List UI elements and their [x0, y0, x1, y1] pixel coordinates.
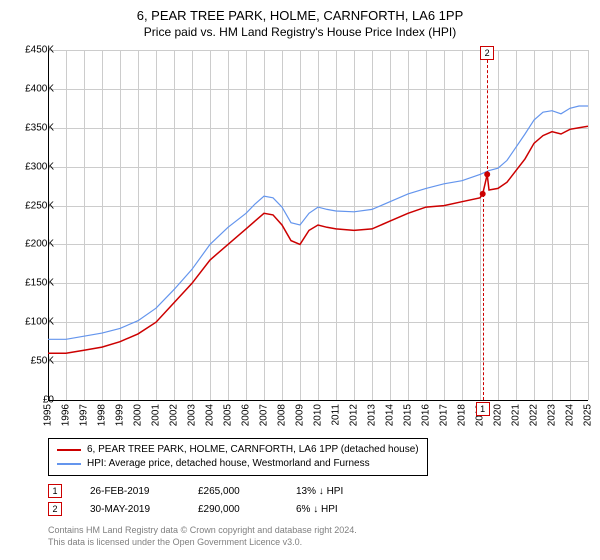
x-axis-label: 2008	[277, 404, 288, 426]
x-axis-label: 2020	[493, 404, 504, 426]
footer-line2: This data is licensed under the Open Gov…	[48, 536, 357, 548]
x-axis-label: 2002	[169, 404, 180, 426]
line-chart-svg	[48, 50, 588, 400]
chart-subtitle: Price paid vs. HM Land Registry's House …	[0, 23, 600, 39]
x-axis-label: 2003	[187, 404, 198, 426]
x-axis-label: 2007	[259, 404, 270, 426]
legend-label: 6, PEAR TREE PARK, HOLME, CARNFORTH, LA6…	[87, 443, 419, 457]
chart-title: 6, PEAR TREE PARK, HOLME, CARNFORTH, LA6…	[0, 0, 600, 23]
legend-row: HPI: Average price, detached house, West…	[57, 457, 419, 471]
x-axis-label: 2023	[547, 404, 558, 426]
footer-line1: Contains HM Land Registry data © Crown c…	[48, 524, 357, 536]
x-axis-label: 1995	[43, 404, 54, 426]
sale-date: 30-MAY-2019	[90, 504, 170, 515]
x-axis-label: 2017	[439, 404, 450, 426]
sale-marker-vline	[483, 194, 484, 400]
sale-price: £290,000	[198, 504, 268, 515]
sale-delta: 6% ↓ HPI	[296, 504, 338, 515]
sales-table: 1 26-FEB-2019 £265,000 13% ↓ HPI 2 30-MA…	[48, 482, 343, 518]
x-axis-label: 2001	[151, 404, 162, 426]
sale-price: £265,000	[198, 486, 268, 497]
series-line-hpi	[48, 106, 588, 339]
x-axis-label: 2012	[349, 404, 360, 426]
sale-marker-box: 1	[476, 402, 490, 416]
gridline-h	[48, 400, 588, 401]
x-axis-label: 2024	[565, 404, 576, 426]
x-axis-label: 1997	[79, 404, 90, 426]
x-axis-label: 2000	[133, 404, 144, 426]
x-axis-label: 2009	[295, 404, 306, 426]
x-axis-label: 2015	[403, 404, 414, 426]
sale-marker-vline	[487, 60, 488, 174]
x-axis-label: 2018	[457, 404, 468, 426]
footer-attribution: Contains HM Land Registry data © Crown c…	[48, 524, 357, 548]
x-axis-label: 2021	[511, 404, 522, 426]
x-axis-label: 2014	[385, 404, 396, 426]
chart-container: 6, PEAR TREE PARK, HOLME, CARNFORTH, LA6…	[0, 0, 600, 560]
x-axis-label: 2022	[529, 404, 540, 426]
x-axis-label: 1998	[97, 404, 108, 426]
x-axis-label: 2011	[331, 404, 342, 426]
sale-marker-icon: 1	[48, 484, 62, 498]
legend: 6, PEAR TREE PARK, HOLME, CARNFORTH, LA6…	[48, 438, 428, 476]
legend-label: HPI: Average price, detached house, West…	[87, 457, 370, 471]
x-axis-label: 2006	[241, 404, 252, 426]
x-axis-label: 2013	[367, 404, 378, 426]
x-axis-label: 1999	[115, 404, 126, 426]
gridline-v	[588, 50, 589, 400]
x-axis-label: 1996	[61, 404, 72, 426]
x-axis-label: 2005	[223, 404, 234, 426]
legend-row: 6, PEAR TREE PARK, HOLME, CARNFORTH, LA6…	[57, 443, 419, 457]
legend-swatch	[57, 449, 81, 451]
sale-delta: 13% ↓ HPI	[296, 486, 343, 497]
x-axis-label: 2010	[313, 404, 324, 426]
sale-date: 26-FEB-2019	[90, 486, 170, 497]
sale-marker-box: 2	[480, 46, 494, 60]
legend-swatch	[57, 463, 81, 465]
sales-row: 2 30-MAY-2019 £290,000 6% ↓ HPI	[48, 500, 343, 518]
x-axis-label: 2004	[205, 404, 216, 426]
sale-marker-icon: 2	[48, 502, 62, 516]
x-axis-label: 2016	[421, 404, 432, 426]
sales-row: 1 26-FEB-2019 £265,000 13% ↓ HPI	[48, 482, 343, 500]
x-axis-label: 2025	[583, 404, 594, 426]
